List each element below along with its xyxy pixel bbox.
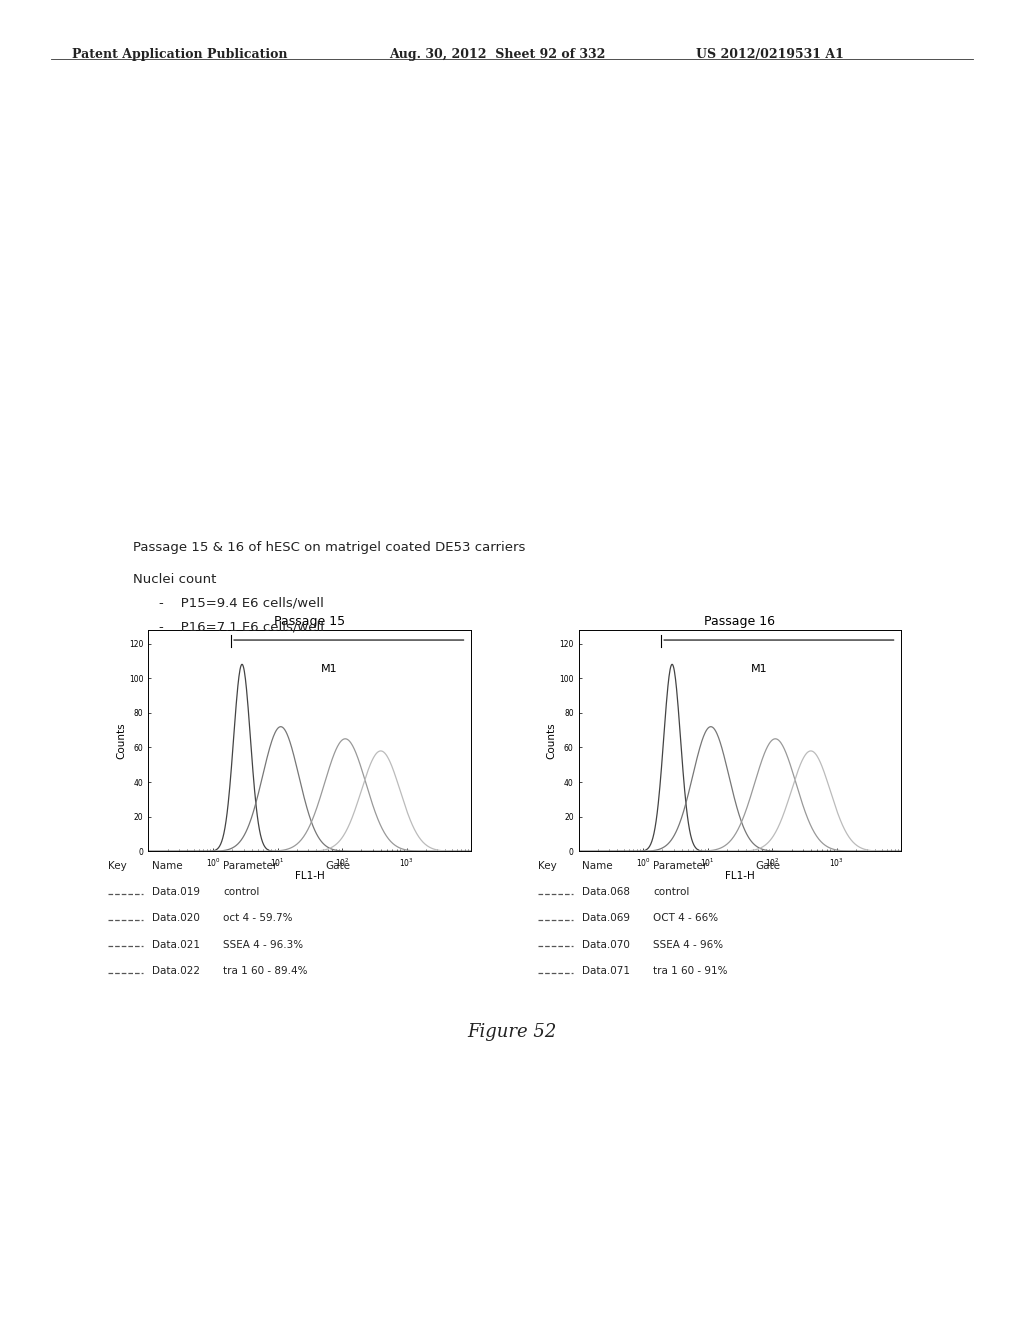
Text: -    P16=7.1 E6 cells/well: - P16=7.1 E6 cells/well [159,620,324,634]
Title: Passage 16: Passage 16 [705,615,775,628]
Text: SSEA 4 - 96.3%: SSEA 4 - 96.3% [223,940,303,950]
Text: M1: M1 [321,664,338,675]
Text: Data.068: Data.068 [582,887,630,898]
Text: control: control [223,887,260,898]
Text: Name: Name [152,861,182,871]
Text: -    P15=9.4 E6 cells/well: - P15=9.4 E6 cells/well [159,597,324,610]
Y-axis label: Counts: Counts [117,722,126,759]
Text: M1: M1 [751,664,768,675]
Text: Data.021: Data.021 [152,940,200,950]
Text: Aug. 30, 2012  Sheet 92 of 332: Aug. 30, 2012 Sheet 92 of 332 [389,48,605,61]
Text: Data.071: Data.071 [582,966,630,977]
X-axis label: FL1-H: FL1-H [725,871,755,882]
Text: tra 1 60 - 89.4%: tra 1 60 - 89.4% [223,966,308,977]
Text: Name: Name [582,861,612,871]
Text: Parameter: Parameter [223,861,278,871]
Text: control: control [653,887,690,898]
Text: Patent Application Publication: Patent Application Publication [72,48,287,61]
Text: tra 1 60 - 91%: tra 1 60 - 91% [653,966,728,977]
Y-axis label: Counts: Counts [547,722,556,759]
Text: Data.019: Data.019 [152,887,200,898]
Text: Data.020: Data.020 [152,913,200,924]
Text: Passage 15 & 16 of hESC on matrigel coated DE53 carriers: Passage 15 & 16 of hESC on matrigel coat… [133,541,525,554]
Text: Gate: Gate [326,861,350,871]
Text: OCT 4 - 66%: OCT 4 - 66% [653,913,719,924]
Text: oct 4 - 59.7%: oct 4 - 59.7% [223,913,293,924]
Text: Data.069: Data.069 [582,913,630,924]
Text: Data.070: Data.070 [582,940,630,950]
Text: Key: Key [538,861,556,871]
Text: SSEA 4 - 96%: SSEA 4 - 96% [653,940,723,950]
Text: Data.022: Data.022 [152,966,200,977]
Text: US 2012/0219531 A1: US 2012/0219531 A1 [696,48,844,61]
X-axis label: FL1-H: FL1-H [295,871,325,882]
Text: Figure 52: Figure 52 [467,1023,557,1041]
Text: Gate: Gate [756,861,780,871]
Text: Nuclei count: Nuclei count [133,573,216,586]
Title: Passage 15: Passage 15 [274,615,345,628]
Text: Parameter: Parameter [653,861,708,871]
Text: Key: Key [108,861,126,871]
